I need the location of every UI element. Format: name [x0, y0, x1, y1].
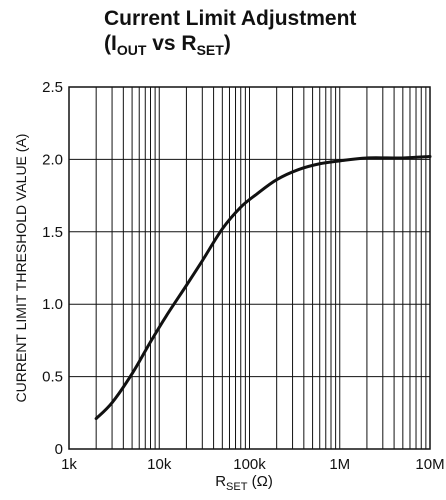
x-tick-label: 10M [415, 456, 444, 473]
x-axis-label-main: R [215, 473, 226, 490]
y-tick-label: 1.0 [42, 296, 63, 313]
x-tick-label: 1M [329, 456, 350, 473]
title-open: (I [104, 32, 117, 55]
x-tick-label: 10k [147, 456, 172, 473]
y-tick-label: 2.0 [42, 151, 63, 168]
x-tick-label: 1k [61, 456, 77, 473]
series-line [94, 155, 432, 421]
y-tick-label: 0.5 [42, 369, 63, 386]
chart-grid [68, 86, 430, 450]
y-tick-label: 2.5 [42, 79, 63, 96]
title-sub-out: OUT [116, 42, 147, 59]
x-axis-label-sub: SET [226, 481, 248, 493]
title-mid: vs R [146, 32, 197, 55]
y-axis-label: CURRENT LIMIT THRESHOLD VALUE (A) [13, 134, 29, 403]
x-tick-label: 100k [233, 456, 266, 473]
chart-series [94, 155, 432, 421]
x-tick-labels: 1k 10k 100k 1M 10M [61, 456, 445, 473]
chart-title: Current Limit Adjustment (IOUT vs RSET) [104, 6, 356, 63]
y-tick-labels: 0 0.5 1.0 1.5 2.0 2.5 [42, 79, 63, 458]
x-axis-label-unit: (Ω) [247, 473, 272, 490]
chart-frame [68, 86, 431, 450]
title-sub-set: SET [196, 42, 224, 59]
plot-border [68, 86, 431, 450]
chart-title-line-1: Current Limit Adjustment [104, 7, 357, 30]
y-tick-label: 1.5 [42, 224, 63, 241]
x-axis-label: RSET (Ω) [215, 473, 273, 493]
title-close: ) [223, 32, 231, 55]
y-tick-label: 0 [55, 441, 63, 458]
chart-title-line-2: (IOUT vs RSET) [104, 31, 356, 63]
